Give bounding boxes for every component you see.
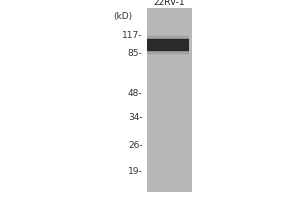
Bar [147, 36, 189, 54]
Text: 48-: 48- [128, 90, 142, 98]
Bar [147, 35, 189, 55]
Text: 117-: 117- [122, 31, 142, 40]
Bar [147, 40, 189, 50]
Text: 19-: 19- [128, 168, 142, 176]
Text: 34-: 34- [128, 114, 142, 122]
Text: 85-: 85- [128, 49, 142, 58]
Bar [147, 38, 189, 52]
Bar [147, 8, 192, 192]
Text: 22RV-1: 22RV-1 [154, 0, 185, 7]
Text: (kD): (kD) [113, 11, 132, 21]
Text: 26-: 26- [128, 142, 142, 150]
